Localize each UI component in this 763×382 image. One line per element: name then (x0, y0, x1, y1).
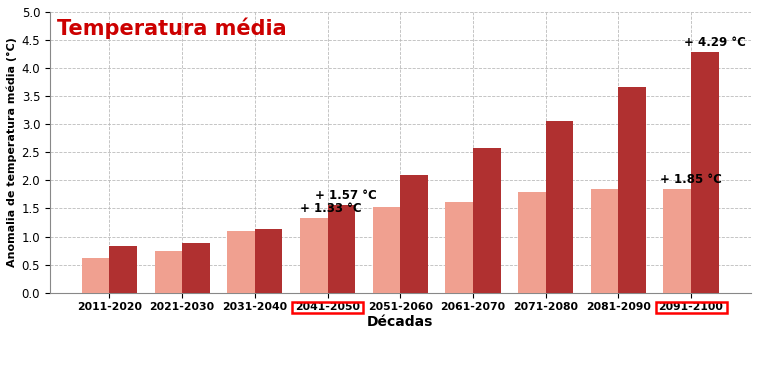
Bar (446, 202, 473, 293)
Bar (109, 246, 137, 293)
Bar (300, 218, 327, 293)
Text: Temperatura média: Temperatura média (57, 18, 287, 39)
Text: + 1.85 °C: + 1.85 °C (660, 173, 722, 186)
Text: + 4.29 °C: + 4.29 °C (684, 36, 745, 49)
Bar (518, 192, 546, 293)
Bar (182, 243, 210, 293)
Bar (663, 189, 691, 293)
Legend: Anomalia Tmed (°C) RCP4.5, Anomalia Tmed (°C) RCP8.5: Anomalia Tmed (°C) RCP4.5, Anomalia Tmed… (182, 381, 618, 382)
Bar (401, 175, 428, 293)
Bar (227, 231, 255, 293)
Bar (591, 189, 618, 293)
Bar (691, 52, 719, 293)
X-axis label: Décadas: Décadas (367, 315, 433, 329)
Bar (255, 229, 282, 293)
Bar (546, 121, 573, 293)
Text: + 1.33 °C: + 1.33 °C (300, 202, 362, 215)
Y-axis label: Anomalia de temperatura média (°C): Anomalia de temperatura média (°C) (7, 37, 18, 267)
Text: + 1.57 °C: + 1.57 °C (315, 189, 377, 202)
Bar (473, 148, 501, 293)
Bar (327, 204, 355, 293)
Bar (618, 87, 646, 293)
Bar (372, 207, 401, 293)
Bar (82, 258, 109, 293)
Bar (154, 251, 182, 293)
